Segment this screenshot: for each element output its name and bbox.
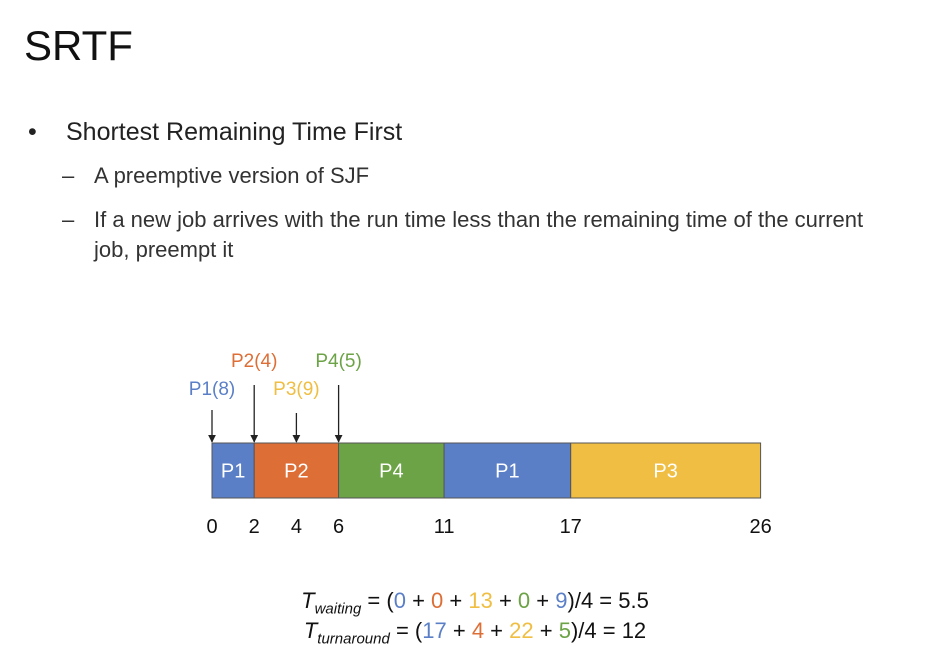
plus-sign: + xyxy=(484,618,510,643)
sub-bullet-dash: – xyxy=(62,207,75,232)
slide-title: SRTF xyxy=(24,22,133,69)
formula-symbol: T xyxy=(301,588,315,613)
time-tick-label: 6 xyxy=(333,516,344,538)
formula-term-p3: 13 xyxy=(468,588,493,613)
time-tick-label: 17 xyxy=(560,516,582,538)
gantt-segment-label: P1 xyxy=(495,461,519,483)
formula-term-p4: 0 xyxy=(517,588,531,613)
time-tick-label: 26 xyxy=(749,516,771,538)
plus-sign: + xyxy=(446,618,472,643)
formula-term-p4: 5 xyxy=(558,618,571,643)
bullet-main: • Shortest Remaining Time First xyxy=(24,118,924,147)
sub-bullet-2: – If a new job arrives with the run time… xyxy=(62,205,924,265)
turnaround-time-formula: Tturnaround = (17 + 4 + 22 + 5)/4 = 12 xyxy=(0,618,950,647)
sub-bullet-text: If a new job arrives with the run time l… xyxy=(94,207,864,262)
gantt-segment-p1 xyxy=(443,442,572,499)
arrival-label-p3: P3(9) xyxy=(273,379,319,400)
formula-terms: 0 + 0 + 13 + 0 + 9 xyxy=(394,588,568,613)
gantt-segment-p4 xyxy=(338,442,445,499)
formula-terms: 17 + 4 + 22 + 5 xyxy=(422,618,571,643)
gantt-segment-p1 xyxy=(211,442,255,499)
formula-term-p2: 4 xyxy=(471,618,485,643)
formula-open: = ( xyxy=(361,588,394,613)
waiting-time-formula: Twaiting = (0 + 0 + 13 + 0 + 9)/4 = 5.5 xyxy=(0,588,950,617)
plus-sign: + xyxy=(443,588,469,613)
gantt-segment-label: P1 xyxy=(221,461,245,483)
formula-result: )/4 = 5.5 xyxy=(567,588,649,613)
arrival-label-p2: P2(4) xyxy=(231,351,277,372)
sub-bullet-dash: – xyxy=(62,163,75,188)
formula-term-p3: 22 xyxy=(509,618,534,643)
gantt-chart: P1 P2 P4 P1 P3 0 2 4 6 11 17 26 P1(8) P2(4) P3(9) P4(5) xyxy=(189,351,772,538)
time-tick-label: 4 xyxy=(291,516,302,538)
formula-open: = ( xyxy=(389,618,423,643)
plus-sign: + xyxy=(530,588,556,613)
bullet-main-text: Shortest Remaining Time First xyxy=(66,118,403,146)
bullet-dot: • xyxy=(28,118,37,146)
plus-sign: + xyxy=(492,588,518,613)
sub-bullet-1: – A preemptive version of SJF xyxy=(62,161,924,191)
time-tick-label: 11 xyxy=(434,516,455,538)
formula-symbol: T xyxy=(303,618,318,643)
gantt-segment-label: P4 xyxy=(379,461,403,483)
formula-term-p1: 0 xyxy=(393,588,406,613)
bullet-list: • Shortest Remaining Time First – A pree… xyxy=(24,118,924,265)
gantt-segment-label: P3 xyxy=(653,461,677,483)
gantt-segment-p2 xyxy=(253,442,340,499)
time-tick-label: 2 xyxy=(249,516,260,538)
formula-subscript: turnaround xyxy=(317,630,390,648)
plus-sign: + xyxy=(533,618,559,643)
formula-term-p1: 9 xyxy=(555,588,568,613)
plus-sign: + xyxy=(405,588,432,613)
formula-result: )/4 = 12 xyxy=(570,618,647,643)
formula-term-p2: 0 xyxy=(431,588,444,613)
formula-subscript: waiting xyxy=(314,600,362,618)
arrival-label-p1: P1(8) xyxy=(189,379,235,400)
arrival-label-p4: P4(5) xyxy=(315,351,361,372)
gantt-segment-p3 xyxy=(570,442,762,499)
sub-bullet-text: A preemptive version of SJF xyxy=(94,163,370,188)
gantt-segment-label: P2 xyxy=(284,461,308,483)
formula-term-p1: 17 xyxy=(422,618,447,643)
time-tick-label: 0 xyxy=(206,516,217,538)
